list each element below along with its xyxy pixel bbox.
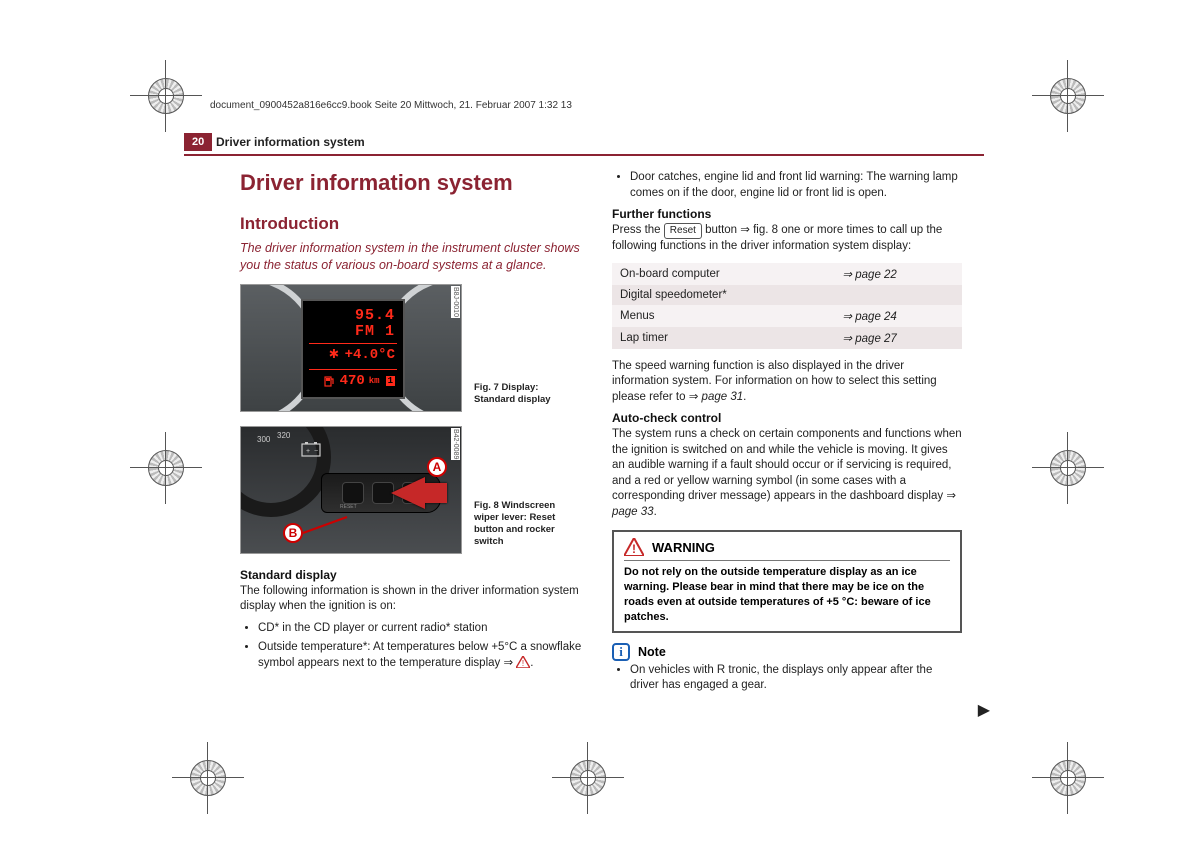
note-heading: i Note (612, 643, 962, 661)
further-functions-text: Press the Reset button ⇒ fig. 8 one or m… (612, 223, 962, 255)
svg-text:−: − (314, 448, 318, 455)
warning-box: ! WARNING Do not rely on the outside tem… (612, 530, 962, 632)
list-item: On vehicles with R tronic, the displays … (630, 663, 962, 694)
figure-8-id: B42-0089 (451, 428, 460, 460)
page-number: 20 (184, 133, 212, 151)
fn-label: On-board computer (612, 263, 834, 285)
warning-triangle-icon: ! (624, 538, 644, 556)
crop-mark-tl (148, 78, 184, 114)
right-column: Door catches, engine lid and front lid w… (612, 170, 962, 700)
callout-b-leader (297, 515, 367, 545)
auto-check-heading: Auto-check control (612, 411, 962, 425)
speed-warning-text: The speed warning function is also displ… (612, 359, 962, 406)
range-row: 470 km 1 (324, 373, 395, 389)
list-item: Door catches, engine lid and front lid w… (630, 170, 962, 201)
standard-display-heading: Standard display (240, 568, 590, 582)
table-row: On-board computer⇒ page 22 (612, 263, 962, 285)
further-functions-heading: Further functions (612, 207, 962, 221)
table-row: Menus⇒ page 24 (612, 305, 962, 327)
list-item: CD* in the CD player or current radio* s… (258, 621, 590, 637)
standard-display-bullets: CD* in the CD player or current radio* s… (240, 621, 590, 672)
header-rule (184, 154, 984, 156)
range-value: 470 (340, 373, 365, 389)
note-bullets: On vehicles with R tronic, the displays … (612, 663, 962, 694)
fn-ref: ⇒ page 27 (834, 327, 962, 349)
outside-temp: +4.0°C (345, 347, 395, 363)
continue-arrow-icon: ▶ (978, 700, 990, 720)
standard-display-intro: The following information is shown in th… (240, 584, 590, 615)
warning-triangle-icon: ! (516, 656, 530, 668)
red-arrow-icon (391, 477, 425, 509)
section-heading: Introduction (240, 214, 590, 234)
fuel-icon (324, 375, 336, 387)
note-label: Note (638, 645, 666, 659)
table-row: Lap timer⇒ page 27 (612, 327, 962, 349)
page-title: Driver information system (240, 170, 590, 196)
figure-7-row: 95.4 FM 1 ✱ +4.0°C 470 km 1 B8J-0010 (240, 284, 590, 412)
radio-band: FM 1 (355, 323, 395, 340)
info-icon: i (612, 643, 630, 661)
warning-label: WARNING (652, 540, 715, 555)
page-ref: page 31 (702, 391, 744, 403)
crop-mark-tr (1050, 78, 1086, 114)
svg-text:!: ! (632, 542, 636, 556)
figure-7-caption: Fig. 7 Display: Standard display (474, 382, 574, 406)
list-item: Outside temperature*: At temperatures be… (258, 640, 590, 671)
left-column: Driver information system Introduction T… (240, 170, 590, 677)
book-meta-line: document_0900452a816e6cc9.book Seite 20 … (210, 100, 572, 111)
lede-text: The driver information system in the ins… (240, 240, 590, 274)
instrument-display: 95.4 FM 1 ✱ +4.0°C 470 km 1 (301, 299, 405, 399)
battery-icon: +− (301, 441, 323, 457)
range-badge: 1 (386, 376, 395, 386)
figure-7-id: B8J-0010 (451, 286, 460, 318)
fn-label: Menus (612, 305, 834, 327)
crop-mark-ml (148, 450, 184, 486)
warning-text: Do not rely on the outside temperature d… (624, 565, 950, 624)
range-unit: km (369, 376, 380, 386)
fn-label: Digital speedometer* (612, 285, 834, 305)
fn-ref (834, 285, 962, 305)
table-row: Digital speedometer* (612, 285, 962, 305)
crop-mark-bc (570, 760, 606, 796)
crop-mark-br (1050, 760, 1086, 796)
snowflake-icon: ✱ (323, 347, 339, 363)
figure-8-image: 300 320 +− RESET A B B42-0089 (240, 426, 462, 554)
fn-label: Lap timer (612, 327, 834, 349)
page-ref: page 33 (612, 506, 654, 518)
temperature-row: ✱ +4.0°C (323, 347, 395, 363)
fn-ref: ⇒ page 22 (834, 263, 962, 285)
callout-a: A (427, 457, 447, 477)
svg-text:+: + (306, 448, 310, 455)
reset-button-label: Reset (664, 223, 702, 239)
figure-7-image: 95.4 FM 1 ✱ +4.0°C 470 km 1 B8J-0010 (240, 284, 462, 412)
radio-frequency: 95.4 (355, 307, 395, 324)
fn-ref: ⇒ page 24 (834, 305, 962, 327)
top-bullets: Door catches, engine lid and front lid w… (612, 170, 962, 201)
running-head: Driver information system (216, 135, 365, 149)
figure-8-caption: Fig. 8 Windscreen wiper lever: Reset but… (474, 500, 574, 548)
crop-mark-bl1 (190, 760, 226, 796)
figure-8-row: 300 320 +− RESET A B B42-0089 Fig. 8 Win… (240, 426, 590, 554)
svg-text:!: ! (522, 659, 524, 668)
crop-mark-mr (1050, 450, 1086, 486)
functions-table: On-board computer⇒ page 22 Digital speed… (612, 263, 962, 349)
auto-check-text: The system runs a check on certain compo… (612, 427, 962, 520)
